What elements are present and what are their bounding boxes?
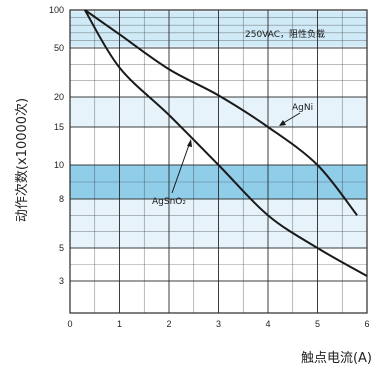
y-tick-10: 10 <box>54 160 64 170</box>
plot-frame <box>69 9 368 314</box>
y-tick-20: 20 <box>54 92 64 102</box>
x-tick-4: 4 <box>265 319 270 329</box>
arrowhead-agsno2 <box>187 139 192 147</box>
leader-agsno2 <box>171 141 191 194</box>
x-tick-5: 5 <box>315 319 320 329</box>
y-tick-3: 3 <box>59 276 64 286</box>
x-tick-0: 0 <box>67 319 72 329</box>
series-label-agni: AgNi <box>292 103 313 113</box>
x-tick-1: 1 <box>117 319 122 329</box>
y-tick-5: 5 <box>59 243 64 253</box>
y-tick-15: 15 <box>54 122 64 132</box>
x-tick-2: 2 <box>166 319 171 329</box>
y-tick-50: 50 <box>54 43 64 53</box>
series-line-1 <box>83 9 368 277</box>
x-axis-title: 触点电流(A) <box>301 351 372 366</box>
x-tick-3: 3 <box>216 319 221 329</box>
series-line-0 <box>84 9 358 216</box>
tick-labels: 0 1 2 3 4 5 6 3 5 8 10 15 20 50 100 <box>49 5 370 329</box>
series-label-agsno2: AgSnO₂ <box>152 197 186 207</box>
curves <box>83 9 368 277</box>
y-tick-100: 100 <box>49 5 64 15</box>
y-tick-8: 8 <box>59 194 64 204</box>
x-tick-6: 6 <box>364 319 369 329</box>
arrowhead-agni <box>279 120 286 126</box>
y-axis-title: 动作次数(x10000次) <box>14 98 30 222</box>
condition-label: 250VAC，阻性负载 <box>245 28 325 40</box>
